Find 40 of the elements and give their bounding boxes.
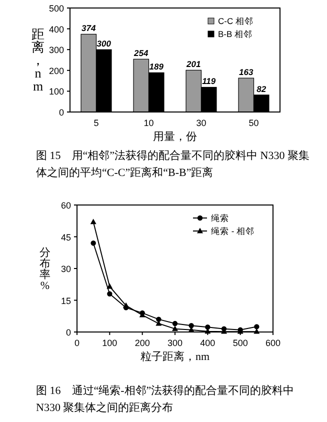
y-tick-label: 400 bbox=[48, 24, 64, 34]
x-tick-label: 50 bbox=[248, 118, 259, 128]
x-tick-label: 500 bbox=[232, 338, 248, 348]
data-label: 119 bbox=[202, 76, 216, 86]
y-tick-label: 0 bbox=[66, 328, 71, 338]
legend-label: 绳索 bbox=[211, 213, 229, 223]
data-label: 201 bbox=[186, 59, 201, 70]
y-tick-label: 0 bbox=[58, 108, 64, 118]
data-label: 82 bbox=[256, 84, 266, 94]
data-label: 254 bbox=[133, 48, 148, 58]
x-tick-label: 200 bbox=[134, 338, 150, 348]
x-tick-label: 300 bbox=[167, 338, 183, 348]
y-tick-label: 60 bbox=[60, 200, 71, 210]
x-tick-label: 600 bbox=[265, 338, 281, 348]
x-tick-label: 5 bbox=[94, 118, 99, 128]
y-tick-label: 15 bbox=[60, 296, 71, 306]
legend-label: 绳索 - 相邻 bbox=[211, 226, 255, 236]
y-axis-title: 距离，nm bbox=[32, 26, 44, 94]
data-label: 300 bbox=[96, 38, 112, 49]
y-tick-label: 100 bbox=[48, 86, 64, 97]
y-tick-label: 500 bbox=[48, 4, 64, 14]
x-axis-title: 用量，份 bbox=[153, 131, 197, 143]
x-tick-label: 30 bbox=[196, 118, 206, 128]
legend-label: C-C 相邻 bbox=[218, 16, 254, 26]
x-axis-title: 粒子距离，nm bbox=[140, 350, 210, 363]
legend-label: B-B 相邻 bbox=[218, 29, 253, 39]
data-label: 374 bbox=[82, 23, 96, 34]
y-tick-label: 45 bbox=[60, 232, 71, 242]
y-tick-label: 200 bbox=[48, 66, 64, 76]
caption: 图 16 通过“绳索-相邻”法获得的配合量不同的胶料中 N330 聚集体之间的距离分布 bbox=[36, 384, 296, 416]
data-label: 189 bbox=[149, 62, 164, 72]
caption: 图 15 用“相邻”法获得的配合量不同的胶料中 N330 聚集体之间的平均“C-C”距离和“B-B”距离 bbox=[36, 148, 310, 181]
y-tick-label: 30 bbox=[60, 264, 71, 274]
x-tick-label: 10 bbox=[144, 118, 154, 128]
x-tick-label: 100 bbox=[102, 338, 118, 348]
y-tick-label: 300 bbox=[48, 45, 64, 56]
x-tick-label: 0 bbox=[74, 338, 80, 348]
y-axis-title: 分布率 % bbox=[40, 246, 50, 292]
x-tick-label: 400 bbox=[200, 338, 216, 348]
data-label: 163 bbox=[239, 67, 254, 78]
